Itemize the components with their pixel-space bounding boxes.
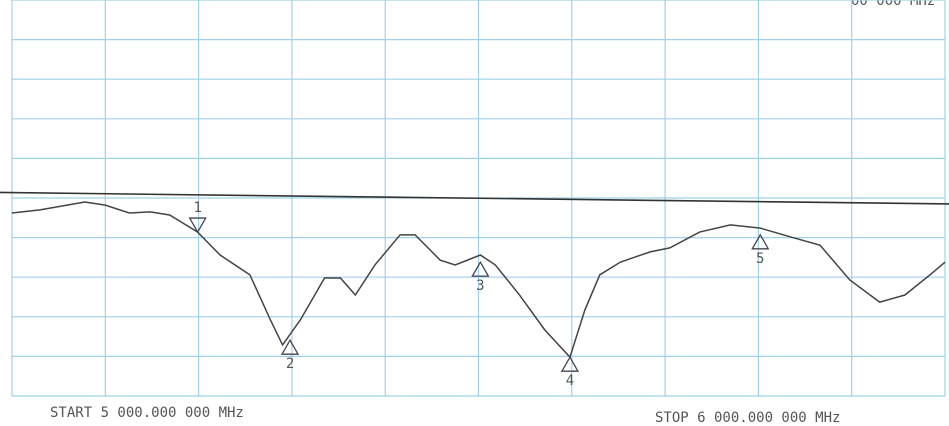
marker-label: 1 [193,200,201,216]
marker [280,338,300,355]
stop-label: STOP 6 000.000 000 MHz [655,410,840,426]
marker [188,217,207,234]
trace [11,201,946,359]
marker [751,233,770,250]
top-right-label: 00 000 MHz [851,0,935,9]
marker-label: 2 [286,356,294,372]
reference-line [0,191,949,205]
marker [471,260,490,277]
start-label: START 5 000.000 000 MHz [50,405,244,421]
marker-label: 5 [756,251,764,267]
marker-label: 3 [476,278,484,294]
marker [560,355,580,372]
marker-label: 4 [566,373,574,389]
